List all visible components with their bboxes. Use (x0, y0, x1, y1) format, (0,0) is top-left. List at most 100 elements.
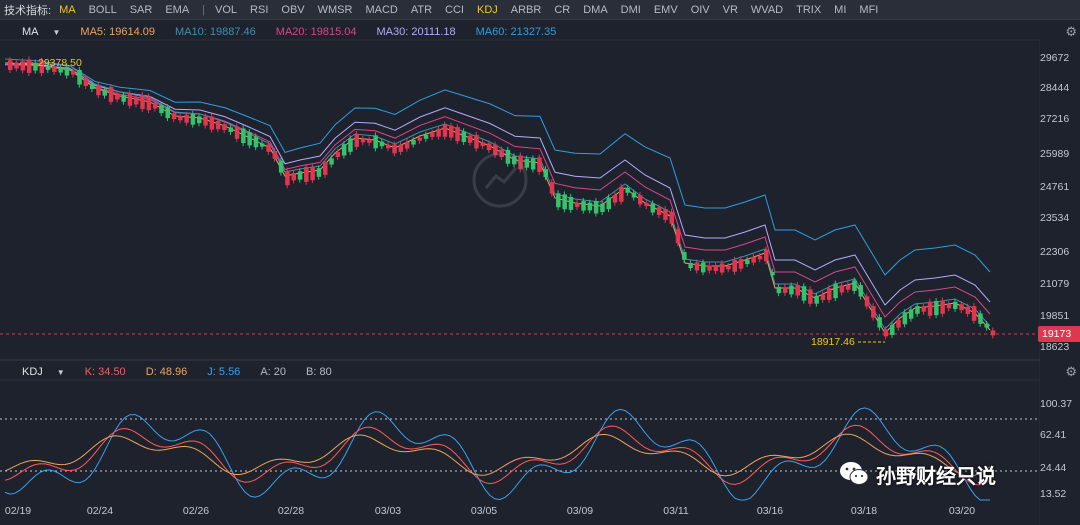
price-axis-label: 28444 (1040, 82, 1070, 94)
candle (83, 77, 89, 86)
candle (644, 202, 649, 207)
toolbar-item-sar[interactable]: SAR (129, 3, 153, 16)
toolbar-item-dmi[interactable]: DMI (620, 3, 641, 16)
candle (360, 138, 366, 143)
toolbar-item-dma[interactable]: DMA (583, 3, 608, 16)
candle (127, 93, 133, 106)
candle (726, 265, 731, 270)
candle (512, 156, 517, 165)
candle (398, 144, 404, 152)
candle (423, 134, 429, 139)
main-indicator-select[interactable]: MA ▼ (22, 26, 60, 38)
candle (411, 139, 416, 145)
candle (14, 62, 19, 69)
toolbar-item-cr[interactable]: CR (554, 3, 571, 16)
toolbar-item-trix[interactable]: TRIX (796, 3, 822, 16)
kdj-indicator-label: KDJ (22, 366, 43, 378)
date-axis-label: 03/03 (374, 505, 402, 517)
candle (638, 195, 643, 205)
gear-icon[interactable]: ⚙ (1065, 24, 1077, 39)
toolbar-item-mfi[interactable]: MFI (859, 3, 879, 16)
candle (883, 329, 889, 337)
low-price-label: 18917.46 (811, 336, 855, 348)
candle (222, 124, 227, 131)
candle (656, 207, 662, 216)
date-axis-label: 03/09 (566, 505, 594, 517)
candle (581, 200, 586, 211)
candle (45, 66, 51, 70)
toolbar-items: MA BOLL SAR EMA | VOL RSI OBV WMSR MACD ATR CCI KDJ A… (59, 4, 891, 16)
ma20-legend: MA20: 19815.04 (275, 26, 357, 38)
candle (965, 306, 971, 314)
kdj-d-legend: D: 48.96 (145, 366, 188, 378)
candle (839, 285, 845, 293)
candle (115, 93, 120, 100)
candle (71, 70, 76, 75)
candle (89, 83, 95, 89)
toolbar-item-boll[interactable]: BOLL (88, 3, 117, 16)
candle (612, 195, 618, 203)
candle (335, 152, 341, 157)
candle (234, 126, 240, 139)
candle (253, 136, 259, 148)
candle (782, 287, 788, 293)
candle (134, 97, 139, 105)
candle (354, 133, 359, 147)
candle (96, 85, 101, 96)
candle (864, 296, 870, 307)
candle (795, 284, 800, 296)
toolbar-item-cci[interactable]: CCI (445, 3, 464, 16)
candle (272, 150, 278, 159)
kdj-j-legend: J: 5.56 (207, 366, 241, 378)
candle (877, 317, 882, 328)
candle (417, 137, 422, 141)
toolbar-item-rsi[interactable]: RSI (250, 3, 269, 16)
kdj-axis-label: 13.52 (1040, 488, 1067, 500)
toolbar-item-mi[interactable]: MI (834, 3, 847, 16)
toolbar-item-arbr[interactable]: ARBR (510, 3, 542, 16)
toolbar-item-emv[interactable]: EMV (653, 3, 678, 16)
wechat-icon (840, 462, 869, 485)
candle (404, 141, 410, 149)
candle (297, 171, 303, 180)
candle (165, 107, 170, 119)
toolbar-item-wvad[interactable]: WVAD (750, 3, 784, 16)
candle (26, 59, 32, 74)
candle (20, 61, 26, 71)
current-price-tag: 19173 (1038, 326, 1080, 342)
candle (732, 259, 737, 272)
candle (814, 295, 819, 304)
kdj-j-line (4, 407, 990, 501)
kdj-d-line (4, 433, 991, 477)
candle (455, 127, 460, 142)
date-axis-label: 02/26 (182, 505, 210, 517)
kdj-indicator-select[interactable]: KDJ ▼ (22, 366, 65, 378)
candle (436, 128, 441, 137)
toolbar-item-macd[interactable]: MACD (365, 3, 398, 16)
kdj-b-legend: B: 80 (306, 366, 332, 378)
toolbar-item-wmsr[interactable]: WMSR (317, 3, 353, 16)
indicator-toolbar: 技术指标: MA BOLL SAR EMA | VOL RSI OBV WMSR MACD ATR C… (0, 0, 1080, 20)
date-axis-label: 03/05 (470, 505, 498, 517)
toolbar-item-vr[interactable]: VR (722, 3, 738, 16)
candle (266, 144, 271, 152)
candle (329, 158, 334, 165)
candle (820, 294, 826, 300)
toolbar-item-oiv[interactable]: OIV (690, 3, 710, 16)
candlestick-chart[interactable] (0, 0, 1040, 525)
gear-icon[interactable]: ⚙ (1065, 364, 1077, 379)
toolbar-item-ma[interactable]: MA (59, 3, 76, 16)
candle (486, 143, 492, 151)
toolbar-item-vol[interactable]: VOL (215, 3, 238, 16)
candle (858, 285, 863, 297)
ma30-line (4, 64, 991, 306)
toolbar-item-kdj[interactable]: KDJ (476, 3, 498, 16)
toolbar-item-ema[interactable]: EMA (165, 3, 190, 16)
price-axis-label: 22306 (1040, 246, 1070, 258)
candle (203, 116, 208, 126)
watermark-text: 孙野财经只说 (876, 465, 996, 488)
candle (228, 127, 233, 132)
toolbar-item-atr[interactable]: ATR (410, 3, 433, 16)
candle (789, 285, 794, 295)
toolbar-item-obv[interactable]: OBV (281, 3, 305, 16)
